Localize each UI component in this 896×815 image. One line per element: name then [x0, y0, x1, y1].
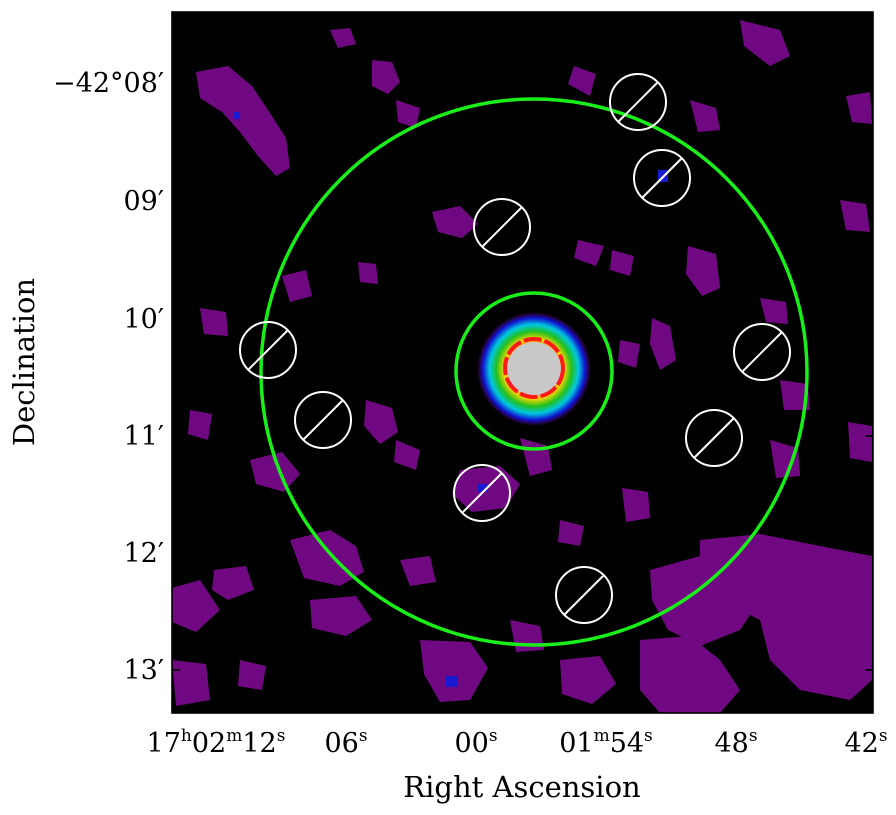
excluded-region	[239, 321, 297, 379]
x-tick-label: 48s	[714, 726, 757, 759]
excluded-region	[294, 391, 352, 449]
y-tick-label: 10′	[124, 304, 165, 335]
tick-marks	[172, 12, 873, 713]
x-axis-title: Right Ascension	[403, 770, 640, 804]
excluded-region	[633, 149, 691, 207]
excluded-region	[685, 409, 743, 467]
y-tick-label: 12′	[124, 538, 165, 569]
diffuse-emission	[172, 20, 872, 713]
y-tick-label: 13′	[124, 655, 165, 686]
x-tick-labels: 17h02m12s 06s 00s 01m54s 48s 42s	[147, 726, 888, 759]
x-tick-label: 01m54s	[559, 726, 653, 759]
x-tick-label: 06s	[324, 726, 367, 759]
x-tick-label: 17h02m12s	[147, 726, 286, 759]
y-tick-label: 09′	[124, 186, 165, 217]
annulus-outer-circle	[259, 97, 809, 647]
excluded-region	[733, 323, 791, 381]
bright-source	[477, 312, 591, 426]
excluded-regions	[239, 73, 791, 624]
y-tick-label: 11′	[124, 421, 165, 452]
y-tick-labels: −42°08′ 09′ 10′ 11′ 12′ 13′	[53, 68, 164, 686]
excluded-region	[555, 566, 613, 624]
background-annulus	[259, 97, 809, 647]
excluded-region	[453, 464, 511, 522]
x-tick-label: 00s	[454, 726, 497, 759]
y-tick-label: −42°08′	[53, 68, 164, 99]
plot-frame	[171, 11, 874, 714]
annulus-inner-circle	[454, 291, 614, 451]
x-tick-label: 42s	[844, 726, 887, 759]
y-axis-title: Declination	[7, 278, 41, 446]
excluded-region	[473, 198, 531, 256]
excluded-region	[609, 73, 667, 131]
source-aperture	[503, 337, 565, 399]
